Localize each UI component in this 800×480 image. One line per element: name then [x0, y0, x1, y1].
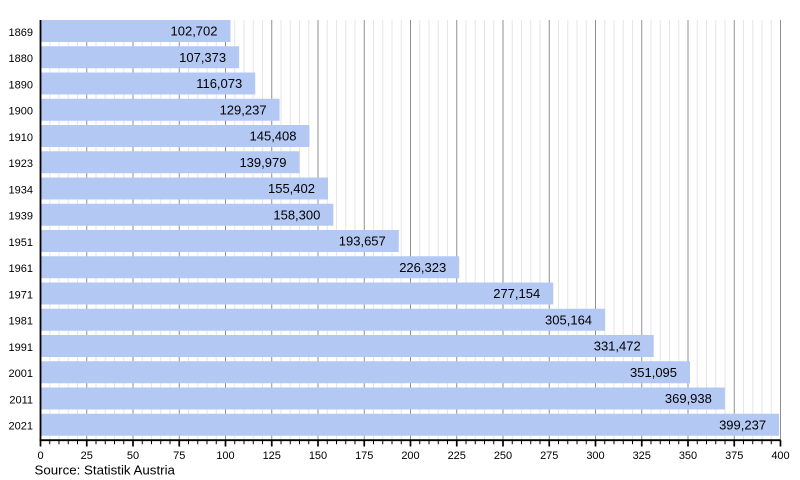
svg-text:350: 350 [679, 450, 697, 462]
svg-text:300: 300 [586, 450, 604, 462]
svg-text:305,164: 305,164 [545, 312, 592, 327]
svg-text:1880: 1880 [9, 53, 33, 65]
svg-text:129,237: 129,237 [220, 102, 267, 117]
svg-text:1923: 1923 [9, 158, 33, 170]
svg-text:2021: 2021 [9, 421, 33, 433]
svg-text:145,408: 145,408 [250, 129, 297, 144]
svg-text:226,323: 226,323 [399, 260, 446, 275]
svg-text:2001: 2001 [9, 368, 33, 380]
svg-text:0: 0 [37, 450, 43, 462]
svg-text:1971: 1971 [9, 289, 33, 301]
svg-text:107,373: 107,373 [179, 50, 226, 65]
svg-text:150: 150 [309, 450, 327, 462]
svg-text:100: 100 [216, 450, 234, 462]
svg-text:375: 375 [725, 450, 743, 462]
svg-text:25: 25 [81, 450, 93, 462]
svg-text:400: 400 [771, 450, 789, 462]
svg-text:1981: 1981 [9, 316, 33, 328]
svg-text:1910: 1910 [9, 132, 33, 144]
svg-text:1991: 1991 [9, 342, 33, 354]
svg-text:325: 325 [633, 450, 651, 462]
svg-text:275: 275 [540, 450, 558, 462]
svg-text:331,472: 331,472 [594, 339, 641, 354]
svg-text:193,657: 193,657 [339, 234, 386, 249]
svg-text:102,702: 102,702 [171, 24, 218, 39]
svg-text:175: 175 [355, 450, 373, 462]
svg-text:155,402: 155,402 [268, 181, 315, 196]
svg-text:250: 250 [494, 450, 512, 462]
svg-text:351,095: 351,095 [630, 365, 677, 380]
svg-text:50: 50 [127, 450, 139, 462]
svg-text:369,938: 369,938 [665, 391, 712, 406]
svg-text:116,073: 116,073 [196, 76, 242, 91]
svg-text:158,300: 158,300 [273, 207, 320, 222]
svg-text:Source: Statistik Austria: Source: Statistik Austria [35, 463, 176, 478]
svg-text:399,237: 399,237 [719, 417, 766, 432]
svg-text:225: 225 [448, 450, 466, 462]
svg-text:277,154: 277,154 [493, 286, 540, 301]
svg-text:1869: 1869 [9, 27, 33, 39]
svg-text:75: 75 [173, 450, 185, 462]
svg-text:1934: 1934 [9, 184, 33, 196]
svg-text:1951: 1951 [9, 237, 33, 249]
svg-text:1890: 1890 [9, 79, 33, 91]
svg-text:1961: 1961 [9, 263, 33, 275]
svg-text:2011: 2011 [9, 394, 33, 406]
svg-text:1900: 1900 [9, 106, 33, 118]
svg-text:125: 125 [263, 450, 281, 462]
svg-text:139,979: 139,979 [239, 155, 286, 170]
svg-text:1939: 1939 [9, 211, 33, 223]
svg-text:200: 200 [401, 450, 419, 462]
